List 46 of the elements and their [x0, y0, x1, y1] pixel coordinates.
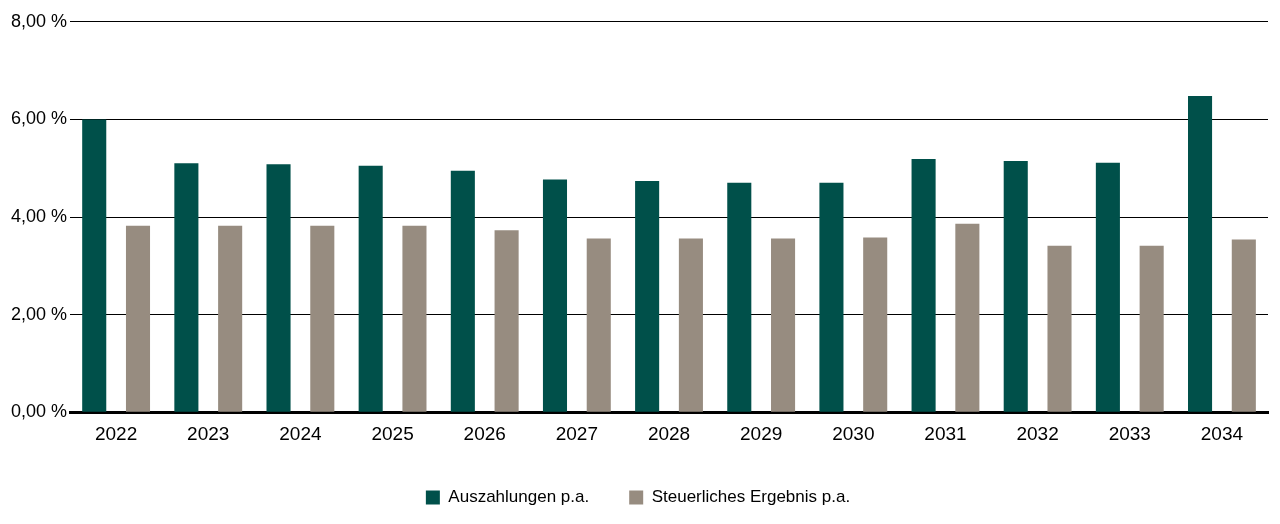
legend-label: Steuerliches Ergebnis p.a. [651, 487, 851, 507]
y-tick-label: 0,00 % [10, 401, 68, 422]
bar [586, 238, 611, 412]
bar [1231, 239, 1256, 412]
x-tick-label: 2026 [463, 422, 506, 444]
bar [218, 225, 243, 412]
bar [310, 225, 335, 412]
x-tick-label: 2027 [555, 422, 599, 444]
bar [125, 225, 151, 412]
bar [819, 182, 844, 412]
bar [771, 238, 796, 412]
x-tick-label: 2032 [1016, 422, 1059, 444]
bar [1139, 245, 1164, 412]
bar [727, 182, 752, 412]
bar [174, 163, 199, 412]
bar [494, 230, 519, 412]
x-tick-label: 2029 [740, 422, 783, 444]
x-tick-label: 2024 [279, 422, 322, 444]
bar [955, 223, 980, 412]
bar [635, 180, 660, 412]
bar [358, 165, 383, 412]
bar [1095, 162, 1120, 412]
x-tick-label: 2023 [187, 422, 230, 444]
bar [542, 179, 568, 412]
y-tick-label: 4,00 % [10, 205, 68, 226]
x-tick-label: 2034 [1200, 422, 1244, 444]
y-tick-label: 6,00 % [10, 108, 68, 129]
bar [82, 119, 107, 412]
y-tick-label: 2,00 % [10, 303, 68, 324]
x-tick-label: 2030 [832, 422, 875, 444]
bar [1003, 160, 1028, 412]
x-tick-label: 2031 [924, 422, 967, 444]
bar [266, 164, 291, 412]
x-tick-label: 2022 [94, 422, 138, 444]
x-tick-label: 2033 [1108, 422, 1151, 444]
y-tick-label: 8,00 % [10, 10, 68, 31]
bar [450, 170, 475, 412]
bar [911, 158, 936, 412]
x-tick-label: 2025 [371, 422, 414, 444]
bar [402, 225, 427, 412]
x-tick-label: 2028 [647, 422, 691, 444]
legend-label: Auszahlungen p.a. [448, 487, 590, 507]
bar [1047, 245, 1072, 412]
bar [1188, 95, 1213, 412]
bar [863, 237, 888, 412]
bar [678, 238, 703, 412]
